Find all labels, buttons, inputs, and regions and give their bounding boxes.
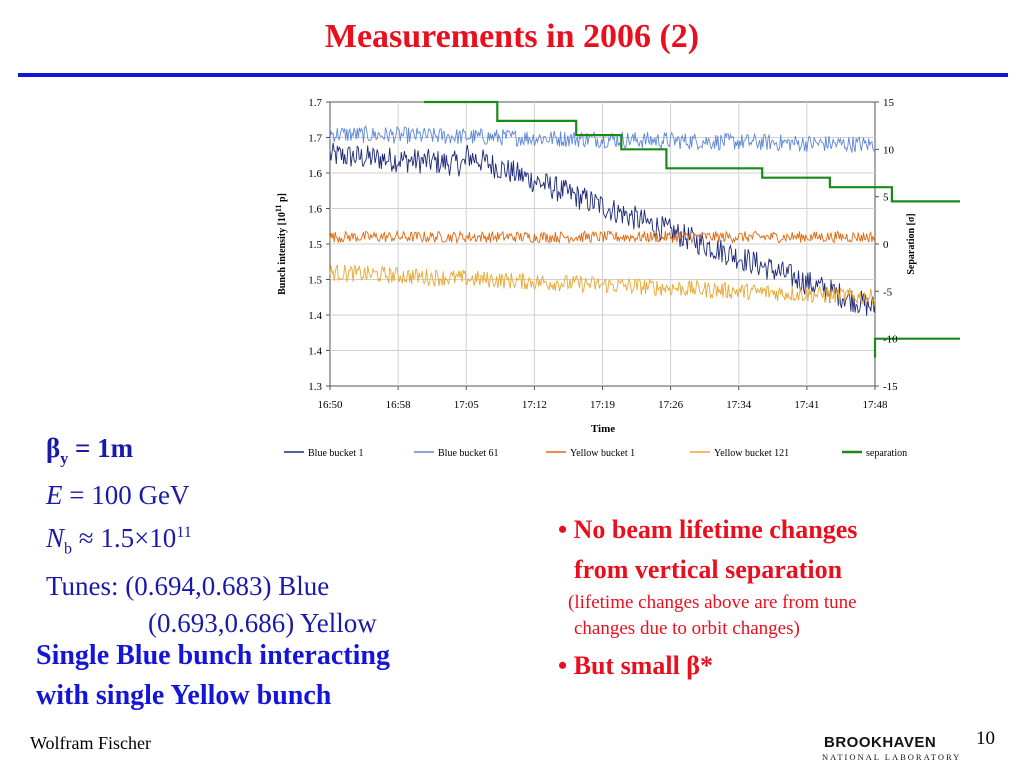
y-axis-label: Bunch intensity [1011 p] xyxy=(274,193,288,295)
y-tick-label: 1.5 xyxy=(308,275,322,287)
parameter-list: βy = 1m E = 100 GeV Nb ≈ 1.5×1011 Tunes:… xyxy=(46,430,377,642)
x-tick-label: 17:48 xyxy=(862,399,888,411)
chart-legend: Blue bucket 1 Blue bucket 61 Yellow bucket… xyxy=(284,448,907,459)
author-footer: Wolfram Fischer xyxy=(30,733,152,753)
series-line-yellow-bucket-1 xyxy=(329,229,876,245)
energy-line: E = 100 GeV xyxy=(46,480,190,511)
y-tick-label: 1.5 xyxy=(308,239,322,251)
x-tick-label: 17:05 xyxy=(454,399,480,411)
tunes-yellow-line: (0.693,0.686) Yellow xyxy=(148,607,377,638)
y-tick-label: 1.7 xyxy=(308,97,322,109)
y-axis-ticks: 1.3 1.4 1.4 1.5 1.5 1.6 1.6 1.7 1.7 xyxy=(308,97,330,393)
legend-label: Yellow bucket 1 xyxy=(570,448,635,459)
x-tick-label: 17:41 xyxy=(794,399,819,411)
conclusion-bullets: • No beam lifetime changes from vertical… xyxy=(558,510,857,686)
y2-tick-label: 0 xyxy=(883,239,889,251)
x-tick-label: 17:12 xyxy=(522,399,547,411)
legend-label: Blue bucket 61 xyxy=(438,448,499,459)
series-line-blue-bucket-61 xyxy=(329,125,876,153)
legend-label: Blue bucket 1 xyxy=(308,448,364,459)
x-axis-ticks: 16:50 16:58 17:05 17:12 17:19 17:26 17:34 17:41… xyxy=(317,386,888,411)
y2-axis-ticks: -15 -10 -5 0 5 10 15 xyxy=(875,97,898,393)
bullet-small-beta: • But small β* xyxy=(558,651,713,680)
series-line-yellow-bucket-121 xyxy=(329,264,876,307)
y-tick-label: 1.4 xyxy=(308,310,322,322)
title-divider xyxy=(18,73,1008,77)
x-tick-label: 16:58 xyxy=(386,399,412,411)
bunch-intensity-line: Nb ≈ 1.5×1011 xyxy=(46,523,192,558)
y2-tick-label: 15 xyxy=(883,97,895,109)
x-tick-label: 17:19 xyxy=(590,399,616,411)
beta-line: βy = 1m xyxy=(46,433,134,468)
tunes-blue-line: Tunes: (0.694,0.683) Blue xyxy=(46,570,330,601)
x-tick-label: 17:26 xyxy=(658,399,684,411)
y-tick-label: 1.3 xyxy=(308,381,322,393)
series-line-separation xyxy=(424,100,960,358)
y2-tick-label: 10 xyxy=(883,144,895,156)
summary-text: Single Blue bunch interacting with singl… xyxy=(36,640,390,711)
brookhaven-logo: BROOKHAVEN NATIONAL LABORATORY xyxy=(822,734,961,762)
y2-tick-label: 5 xyxy=(883,192,889,204)
x-axis-label: Time xyxy=(591,423,615,435)
series-group xyxy=(329,100,960,358)
page-title: Measurements in 2006 (2) xyxy=(324,18,700,55)
y2-axis-label: Separation [σ] xyxy=(906,213,917,274)
y-tick-label: 1.7 xyxy=(308,133,322,145)
x-tick-label: 16:50 xyxy=(317,399,343,411)
series-line-blue-bucket-1 xyxy=(329,142,876,316)
x-tick-label: 17:34 xyxy=(726,399,752,411)
y2-tick-label: -5 xyxy=(883,286,893,298)
legend-label: Yellow bucket 121 xyxy=(714,448,789,459)
bullet-no-lifetime-change: • No beam lifetime changes from vertical… xyxy=(558,515,858,584)
y-tick-label: 1.6 xyxy=(308,204,322,216)
y2-tick-label: -10 xyxy=(883,334,898,346)
legend-label: separation xyxy=(866,448,907,459)
bullet-note: (lifetime changes above are from tune ch… xyxy=(568,592,857,639)
y-tick-label: 1.4 xyxy=(308,346,322,358)
svg-text:NATIONAL LABORATORY: NATIONAL LABORATORY xyxy=(822,752,961,762)
y2-tick-label: -15 xyxy=(883,381,898,393)
svg-text:BROOKHAVEN: BROOKHAVEN xyxy=(824,734,936,751)
intensity-chart: 1.3 1.4 1.4 1.5 1.5 1.6 1.6 1.7 1.7 -15 -10 -5 0 5 10… xyxy=(274,97,960,459)
y-tick-label: 1.6 xyxy=(308,168,322,180)
page-number: 10 xyxy=(976,728,995,749)
